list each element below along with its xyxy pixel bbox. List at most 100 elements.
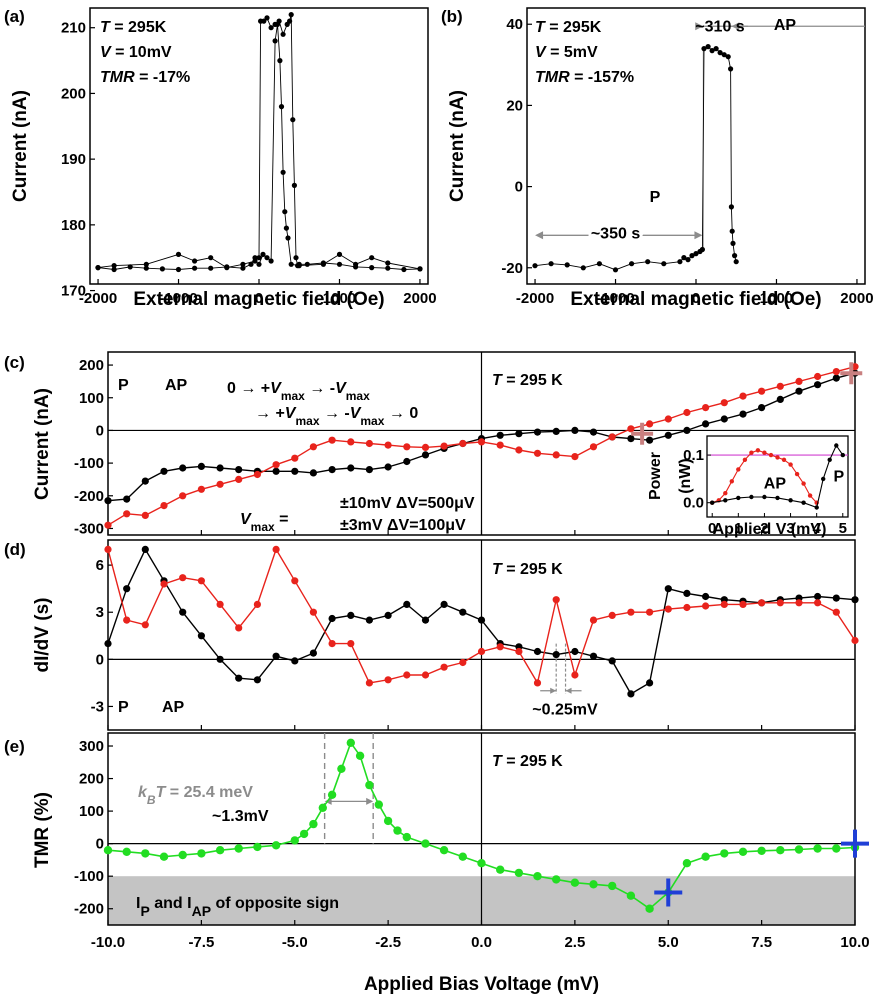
panel-b-y-tick-label: -20 [501,260,523,277]
panel-d-series-p-point [589,652,598,660]
panel-d-series-p-point [664,585,672,593]
panel-d-series-ap-point [552,596,560,604]
panel-c-series-ap-point [683,408,691,417]
panel-c-sweep-line2: → +Vmax → -Vmax → 0 [255,405,418,428]
panel-c-series-ap-point [384,441,392,449]
panel-a-series-1-point [272,38,278,44]
panel-b-series-0-point [699,246,706,253]
panel-c-series-ap-point [328,436,336,444]
panel-c-cross-marker [631,422,654,445]
panel-d-series-p-point [403,600,411,609]
panel-d-series-p-point [608,657,616,665]
panel-e-width-label: ~1.3mV [212,808,269,825]
panel-a-series-0-point [127,264,133,270]
panel-a-series-0-point [240,265,246,271]
panel-c-series-ap-point [702,404,710,412]
panel-d-series-ap-point [347,640,355,648]
panel-c-series-p-point [533,428,542,436]
panel-a-series-1-point [260,251,266,257]
panel-a-series-1-point [240,261,246,267]
panel-e-series-tmr-point [122,847,131,856]
panel-a-series-1-point [95,265,101,271]
panel-e-series-tmr-point [477,859,486,868]
panel-c-series-p-point [328,466,336,474]
inset-series-p-point [736,495,741,501]
panel-b-series-0-point [661,261,667,267]
panel-d-series-ap-point [589,616,598,624]
panel-c-series-p-point [515,430,523,438]
panel-e-y-tick-label: 0 [96,836,104,853]
panel-e-y-tick-label: -100 [74,868,104,885]
panel-b-ylabel: Current (nA) [447,90,468,202]
panel-a-series-1-point [175,251,182,257]
panel-c-series-ap-point [235,475,243,483]
panel-e-x-tick-label: -2.5 [375,934,401,951]
panel-c-series-ap-point [552,451,560,459]
panel-d-series-p-point [197,632,205,640]
panel-d-series-p-point [328,614,336,623]
panel-c-ylabel: Current (nA) [32,388,53,500]
panel-c-series-p-point [235,466,243,474]
panel-d-series-ap-point [216,600,224,609]
inset-series-p-point [801,500,806,505]
inset-p-label: P [834,468,845,485]
inset-x-tick-label: 3 [786,520,794,537]
panel-a-label: (a) [4,7,25,26]
panel-d-series-ap-point [291,577,299,585]
panel-e-series-tmr-point [794,845,804,854]
panel-b-series-0-point [725,54,731,60]
panel-d-series-ap-point [533,679,542,687]
panel-e-y-tick-label: 100 [79,803,104,820]
panel-b-y-tick-label: 0 [515,179,523,196]
panel-e-cross-marker [654,878,683,907]
panel-d-series-ap-point [477,647,486,656]
panel-d-series-p-point [702,592,710,601]
panel-d-series-ap-point [832,608,840,616]
panel-b-series-0-point [717,50,723,56]
panel-e-series-tmr-point [215,846,225,855]
panel-e-series-tmr-point [682,859,692,868]
panel-b-350-label: ~350 s [591,225,640,242]
panel-b-p-label: P [650,189,661,206]
panel-b-series-0-point [733,259,739,265]
inset-series-p-point [788,498,793,503]
panel-e-x-tick-label: 2.5 [564,934,585,951]
panel-a-xlabel: External magnetic field (Oe) [133,289,384,310]
panel-a-series-0-point [256,255,262,261]
panel-c-series-p-point [197,462,205,470]
panel-a-series-1-point [283,225,289,231]
panel-c-series-ap-point [216,480,224,488]
panel-e-series-tmr-point [346,738,355,747]
inset-ylabel-1: Power [647,452,664,500]
panel-c-series-ap-point [589,443,598,451]
panel-d-y-tick-label: 0 [96,651,104,668]
panel-a-series-1-point [277,58,283,64]
panel-c-y-tick-label: 200 [79,357,104,374]
panel-b-350-arrowhead-left [535,231,544,240]
panel-c-series-ap-point [646,420,654,428]
panel-a-series-1-point [320,261,326,267]
inset-series-p-point [834,443,839,448]
panel-e-series-tmr-point [299,829,309,839]
panel-c-series-ap-point [814,372,822,381]
panel-a-tmr: TMR = -17% [100,69,190,86]
panel-a-series-0-point [175,266,182,273]
panel-b-series-0-point [693,251,699,257]
panel-a-series-1-point [336,251,343,257]
panel-a-series-1-point [417,266,423,272]
panel-c-series-ap-point [272,461,280,469]
panel-d-y-tick-label: 6 [96,557,104,574]
panel-e-series-tmr-point [327,790,337,799]
panel-e-x-tick-label: 10.0 [840,934,869,951]
panel-a-y-tick-label: 180 [61,217,86,234]
panel-e-series-tmr-point [365,780,374,790]
panel-a-temperature: T = 295K [100,19,167,36]
panel-a-y-tick-label: 170 [61,283,86,300]
inset-series-ap-point [788,462,793,467]
panel-a-series-1-point [369,255,375,261]
panel-c-series-p-point [365,466,373,474]
panel-d-series-ap-point [571,671,579,679]
panel-d-temperature: T = 295 K [492,561,563,578]
panel-c-sweep-line1: 0 → +Vmax → -Vmax [227,380,370,403]
panel-d-series-ap-point [776,599,784,607]
